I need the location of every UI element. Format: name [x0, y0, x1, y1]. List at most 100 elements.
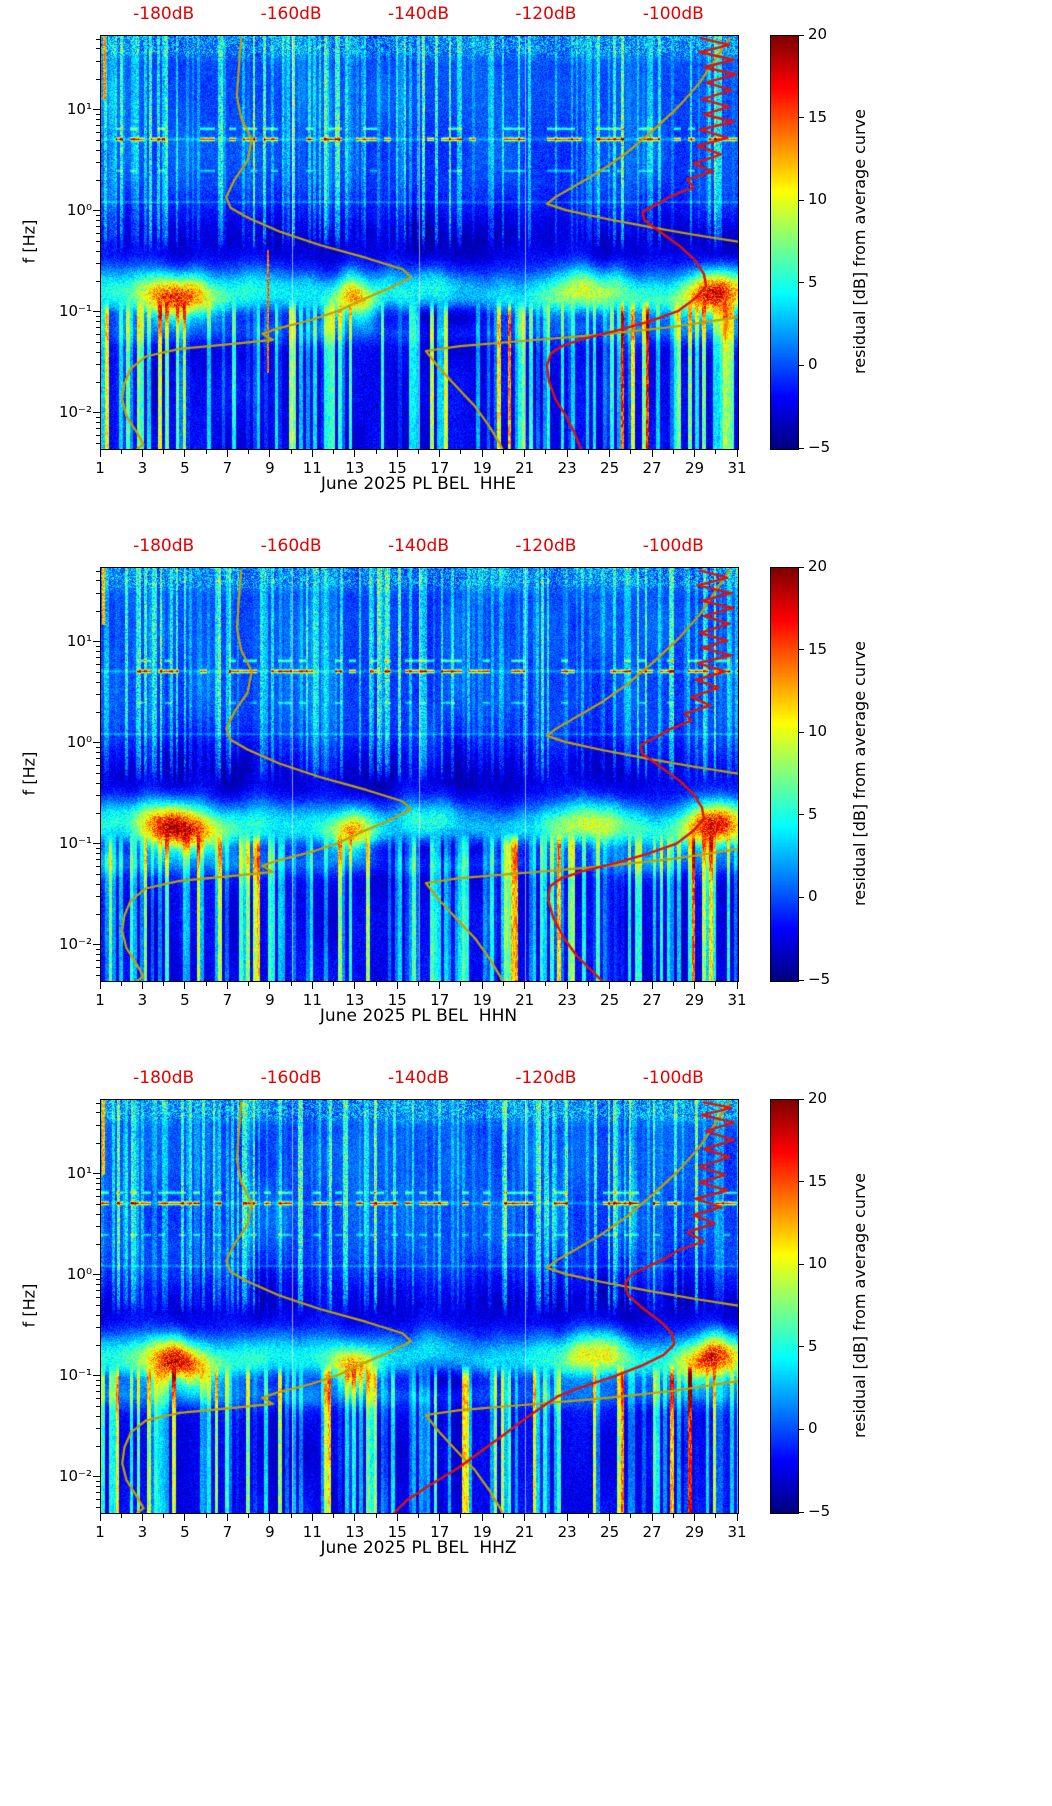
y-minor-tick-mark [96, 651, 100, 653]
y-minor-tick-mark [96, 1344, 100, 1346]
top-axis-db-label: -100dB [642, 4, 704, 24]
y-axis-label-text: f [Hz] [19, 751, 39, 796]
top-axis-db-label: -120dB [515, 4, 577, 24]
colorbar-tick-label: −5 [808, 970, 831, 988]
x-tick-label: 13 [345, 991, 365, 1009]
colorbar-tick-label: 0 [808, 355, 818, 374]
spectrogram-canvas [101, 568, 738, 981]
x-tick-mark [141, 450, 143, 457]
x-tick-mark [481, 450, 483, 457]
y-minor-tick-mark [96, 914, 100, 916]
y-minor-tick-mark [96, 139, 100, 141]
y-minor-tick-mark [96, 954, 100, 956]
y-minor-tick-mark [96, 240, 100, 242]
x-tick-mark [354, 982, 356, 989]
colorbar-label-text: residual [dB] from average curve [849, 641, 869, 906]
y-minor-tick-mark [96, 671, 100, 673]
x-tick-mark [184, 450, 186, 457]
y-minor-tick-mark [96, 220, 100, 222]
x-tick-mark [524, 450, 526, 457]
y-tick-mark [93, 1173, 100, 1175]
y-minor-tick-mark [96, 250, 100, 252]
colorbar-tick-label: 0 [808, 1419, 818, 1438]
x-tick-label: 11 [302, 991, 322, 1009]
x-tick-mark [226, 450, 228, 457]
colorbar-canvas [771, 568, 798, 981]
y-minor-tick-mark [96, 795, 100, 797]
x-minor-tick-mark [205, 982, 207, 986]
x-tick-mark [736, 450, 738, 457]
colorbar-tick-mark [799, 1098, 804, 1100]
x-tick-mark [184, 982, 186, 989]
x-tick-label: 13 [345, 459, 365, 477]
x-tick-mark [694, 1514, 696, 1521]
x-minor-tick-mark [460, 450, 462, 454]
x-tick-label: 19 [472, 991, 492, 1009]
x-tick-label: 17 [430, 991, 450, 1009]
top-axis-db-label: -140dB [387, 536, 450, 556]
y-tick-mark [93, 641, 100, 643]
x-tick-label: 27 [642, 459, 662, 477]
colorbar-tick-mark [799, 199, 804, 201]
x-minor-tick-mark [715, 1514, 717, 1518]
x-tick-label: 1 [95, 1523, 105, 1541]
y-minor-tick-mark [96, 364, 100, 366]
x-axis-title: June 2025 PL BEL HHN [319, 1006, 518, 1026]
y-axis-label-text: f [Hz] [19, 219, 39, 264]
top-axis-db-label: -120dB [515, 536, 577, 556]
y-minor-tick-mark [96, 1405, 100, 1407]
y-minor-tick-mark [96, 656, 100, 658]
y-tick-label: 10⁰ [66, 732, 92, 751]
y-minor-tick-mark [96, 1380, 100, 1382]
x-minor-tick-mark [715, 982, 717, 986]
y-axis-label: f [Hz] [16, 567, 42, 980]
y-minor-tick-mark [96, 38, 100, 40]
x-tick-mark [651, 982, 653, 989]
x-tick-mark [694, 982, 696, 989]
colorbar-canvas [771, 36, 798, 449]
y-minor-tick-mark [96, 848, 100, 850]
x-tick-mark [736, 982, 738, 989]
x-minor-tick-mark [418, 450, 419, 454]
x-axis-title: June 2025 PL BEL HHZ [320, 1538, 517, 1558]
y-minor-tick-mark [96, 382, 100, 384]
colorbar-tick-mark [799, 731, 804, 733]
y-minor-tick-mark [96, 263, 100, 265]
x-tick-mark [99, 450, 101, 457]
x-tick-label: 11 [302, 1523, 322, 1541]
y-minor-tick-mark [96, 593, 100, 595]
x-tick-label: 17 [430, 459, 450, 477]
y-tick-label: 10⁰ [66, 200, 92, 219]
panel-hhn: f [Hz] residual [dB] from average curve … [0, 532, 1052, 1064]
x-tick-label: 1 [95, 991, 105, 1009]
y-minor-tick-mark [96, 580, 100, 582]
y-minor-tick-mark [96, 179, 100, 181]
y-minor-tick-mark [96, 645, 100, 647]
x-tick-label: 15 [387, 1523, 407, 1541]
x-tick-mark [481, 1514, 483, 1521]
y-tick-mark [93, 1274, 100, 1276]
x-minor-tick-mark [672, 982, 674, 986]
x-tick-mark [609, 982, 611, 989]
x-minor-tick-mark [672, 450, 674, 454]
y-minor-tick-mark [96, 1385, 100, 1387]
x-tick-label: 31 [727, 991, 747, 1009]
colorbar-tick-mark [799, 282, 804, 284]
x-tick-mark [141, 982, 143, 989]
x-tick-label: 23 [557, 991, 577, 1009]
colorbar-label: residual [dB] from average curve [846, 35, 872, 448]
x-minor-tick-mark [120, 1514, 122, 1518]
x-tick-mark [566, 450, 568, 457]
y-minor-tick-mark [96, 442, 100, 444]
y-minor-tick-mark [96, 226, 100, 227]
x-tick-label: 11 [302, 459, 322, 477]
x-tick-label: 29 [684, 459, 705, 477]
y-minor-tick-mark [96, 764, 100, 766]
x-tick-label: 3 [137, 1523, 148, 1541]
y-tick-label: 10⁻² [58, 1466, 92, 1485]
y-minor-tick-mark [96, 873, 100, 875]
x-tick-mark [609, 450, 611, 457]
x-tick-label: 23 [557, 459, 577, 477]
y-tick-label: 10⁻¹ [58, 833, 92, 852]
x-tick-label: 23 [557, 1523, 577, 1541]
